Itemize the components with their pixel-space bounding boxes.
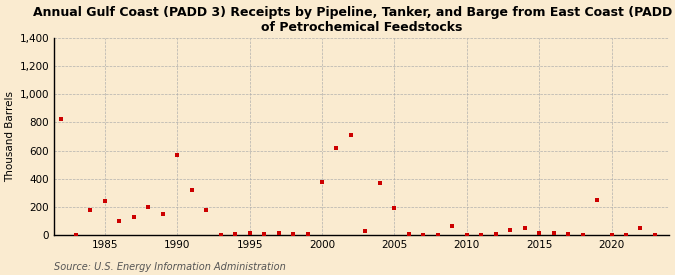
Point xyxy=(186,188,197,192)
Point xyxy=(418,232,429,237)
Point xyxy=(302,232,313,236)
Point xyxy=(99,199,110,204)
Point xyxy=(620,232,631,237)
Point xyxy=(433,232,443,237)
Point xyxy=(244,231,255,235)
Point xyxy=(70,232,81,237)
Y-axis label: Thousand Barrels: Thousand Barrels xyxy=(5,91,16,182)
Point xyxy=(215,232,226,237)
Point xyxy=(128,215,139,219)
Point xyxy=(259,232,269,236)
Point xyxy=(230,232,240,236)
Text: Source: U.S. Energy Information Administration: Source: U.S. Energy Information Administ… xyxy=(54,262,286,272)
Point xyxy=(490,232,501,236)
Point xyxy=(317,179,327,184)
Point xyxy=(462,232,472,237)
Point xyxy=(534,230,545,235)
Point xyxy=(331,145,342,150)
Point xyxy=(389,206,400,211)
Point xyxy=(649,232,660,237)
Point xyxy=(143,205,154,209)
Point xyxy=(476,232,487,237)
Point xyxy=(200,208,211,212)
Point xyxy=(114,219,125,223)
Point xyxy=(404,232,414,236)
Point xyxy=(577,232,588,237)
Point xyxy=(346,133,356,137)
Point xyxy=(606,232,617,237)
Point xyxy=(447,224,458,228)
Point xyxy=(519,225,530,230)
Point xyxy=(288,232,298,236)
Point xyxy=(172,153,183,157)
Point xyxy=(360,229,371,233)
Point xyxy=(563,232,574,236)
Point xyxy=(548,231,559,235)
Point xyxy=(273,230,284,235)
Point xyxy=(56,117,67,122)
Point xyxy=(85,208,96,212)
Point xyxy=(592,198,603,202)
Point xyxy=(157,212,168,216)
Title: Annual Gulf Coast (PADD 3) Receipts by Pipeline, Tanker, and Barge from East Coa: Annual Gulf Coast (PADD 3) Receipts by P… xyxy=(32,6,675,34)
Point xyxy=(505,228,516,233)
Point xyxy=(42,37,53,41)
Point xyxy=(635,226,646,230)
Point xyxy=(375,181,385,185)
